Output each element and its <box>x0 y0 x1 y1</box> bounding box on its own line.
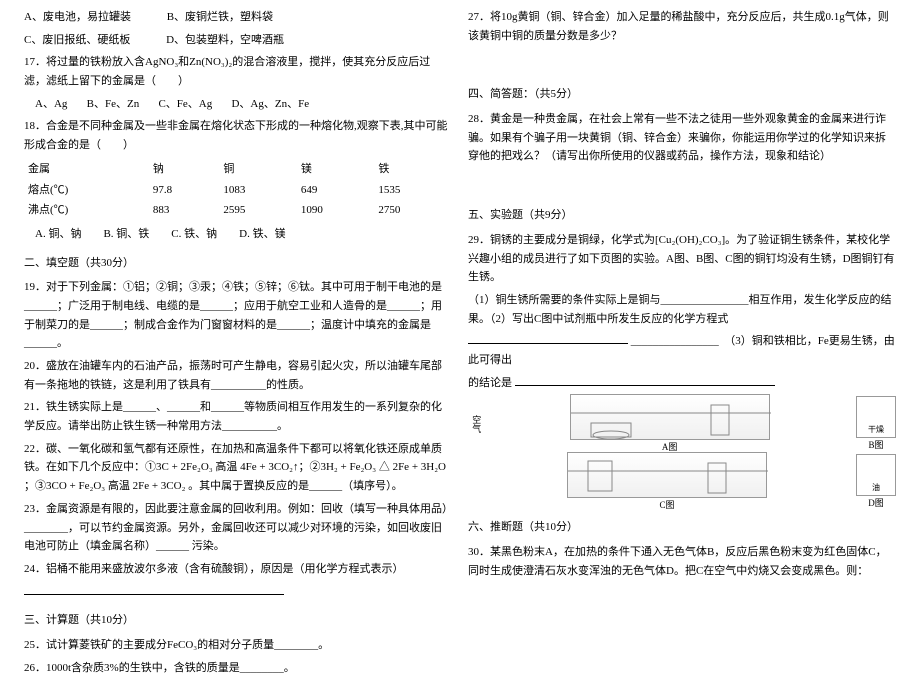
mp-fe: 1535 <box>374 180 452 201</box>
bp-cu: 2595 <box>219 200 297 221</box>
section-5-title: 五、实验题（共9分） <box>468 206 896 225</box>
q20-text: 20．盛放在油罐车内的石油产品，振荡时可产生静电，容易引起火灾，所以油罐车尾部有… <box>24 357 452 394</box>
q29-blank-line: ________________ （3）铜和铁相比，Fe更易生锈，由此可得出 <box>468 332 896 369</box>
bp-na: 883 <box>149 200 219 221</box>
section-6-title: 六、推断题（共10分） <box>468 518 896 537</box>
apparatus-a <box>570 394 770 440</box>
bp-mg: 1090 <box>297 200 375 221</box>
q24-text: 24．铝桶不能用来盛放波尔多液（含有硫酸铜），原因是（用化学方程式表示） <box>24 560 452 579</box>
d-label: D图 <box>868 496 884 511</box>
dry-label: 干燥 <box>868 423 884 437</box>
q16-opt-a: A、废电池，易拉罐装 <box>24 11 131 23</box>
q18-opt-d: D. 铁、镁 <box>239 228 285 240</box>
apparatus-a-svg <box>571 395 771 441</box>
oil-label: 油 <box>872 481 880 495</box>
q17-opt-a: A、Ag <box>35 98 67 110</box>
q17-text: 17．将过量的铁粉放入含AgNO₃和Zn(NO₃)₂的混合溶液里，搅拌，使其充分… <box>24 53 452 90</box>
right-column: 27．将10g黄铜（铜、锌合金）加入足量的稀盐酸中，充分反应后，共生成0.1g气… <box>460 8 904 643</box>
c-label: C图 <box>659 498 674 513</box>
th-na: 钠 <box>149 159 219 180</box>
diagram-row-1: 空气 A图 干燥 B图 <box>468 398 896 450</box>
q16-opt-c: C、废旧报纸、硬纸板 <box>24 34 130 46</box>
q22-text: 22．碳、一氧化碳和氢气都有还原性，在加热和高温条件下都可以将氧化铁还原成单质铁… <box>24 440 452 496</box>
q29-conclusion: 的结论是 <box>468 374 896 393</box>
q29-part1: （1）铜生锈所需要的条件实际上是铜与________________相互作用，发… <box>468 291 896 328</box>
experiment-diagram: 空气 A图 干燥 B图 <box>468 398 896 508</box>
q16-opt-d: D、包装塑料，空啤酒瓶 <box>166 34 284 46</box>
q18-opt-b: B. 铜、铁 <box>103 228 149 240</box>
th-metal: 金属 <box>24 159 149 180</box>
mp-mg: 649 <box>297 180 375 201</box>
q18-options: A. 铜、钠 B. 铜、铁 C. 铁、钠 D. 铁、镁 <box>24 225 452 244</box>
section-2-title: 二、填空题（共30分） <box>24 254 452 273</box>
q18-opt-a: A. 铜、钠 <box>35 228 81 240</box>
mp-cu: 1083 <box>219 180 297 201</box>
bp-label: 沸点(℃) <box>24 200 149 221</box>
q29-text: 29．铜锈的主要成分是铜绿，化学式为[Cu₂(OH)₂CO₃]。为了验证铜生锈条… <box>468 231 896 287</box>
q21-text: 21．铁生锈实际上是______、______和______等物质间相互作用发生… <box>24 398 452 435</box>
q25-text: 25．试计算菱铁矿的主要成分FeCO₃的相对分子质量________。 <box>24 636 452 655</box>
q16-options-row2: C、废旧报纸、硬纸板 D、包装塑料，空啤酒瓶 <box>24 31 452 50</box>
q28-text: 28．黄金是一种贵金属，在社会上常有一些不法之徒用一些外观象黄金的金属来进行诈骗… <box>468 110 896 166</box>
th-mg: 镁 <box>297 159 375 180</box>
b-label: B图 <box>868 438 883 453</box>
q17-opt-d: D、Ag、Zn、Fe <box>231 98 309 110</box>
q17-options: A、Ag B、Fe、Zn C、Fe、Ag D、Ag、Zn、Fe <box>24 95 452 114</box>
q30-text: 30．某黑色粉末A，在加热的条件下通入无色气体B，反应后黑色粉末变为红色固体C，… <box>468 543 896 580</box>
q16-options-row1: A、废电池，易拉罐装 B、废铜烂铁，塑料袋 <box>24 8 452 27</box>
bp-fe: 2750 <box>374 200 452 221</box>
q26-text: 26．1000t含杂质3%的生铁中，含铁的质量是________。 <box>24 659 452 677</box>
q16-opt-b: B、废铜烂铁，塑料袋 <box>167 11 273 23</box>
th-fe: 铁 <box>374 159 452 180</box>
section-4-title: 四、简答题：（共5分） <box>468 85 896 104</box>
q27-text: 27．将10g黄铜（铜、锌合金）加入足量的稀盐酸中，充分反应后，共生成0.1g气… <box>468 8 896 45</box>
apparatus-c <box>567 452 767 498</box>
air-label: 空气 <box>468 415 483 433</box>
q17-opt-b: B、Fe、Zn <box>87 98 140 110</box>
q29-conclusion-label: 的结论是 <box>468 377 512 389</box>
left-column: A、废电池，易拉罐装 B、废铜烂铁，塑料袋 C、废旧报纸、硬纸板 D、包装塑料，… <box>16 8 460 643</box>
mp-label: 熔点(℃) <box>24 180 149 201</box>
tube-b: 干燥 <box>856 396 896 438</box>
section-3-title: 三、计算题（共10分） <box>24 611 452 630</box>
q19-text: 19．对于下列金属：①铝；②铜；③汞；④铁；⑤锌；⑥钛。其中可用于制干电池的是_… <box>24 278 452 353</box>
mp-na: 97.8 <box>149 180 219 201</box>
q17-opt-c: C、Fe、Ag <box>158 98 212 110</box>
q23-text: 23．金属资源是有限的，因此要注意金属的回收利用。例如：回收（填写一种具体用品）… <box>24 500 452 556</box>
q18-opt-c: C. 铁、钠 <box>171 228 217 240</box>
q18-text: 18．合金是不同种金属及一些非金属在熔化状态下形成的一种熔化物,观察下表,其中可… <box>24 117 452 154</box>
q24-blank <box>24 583 452 602</box>
metals-table: 金属 钠 铜 镁 铁 熔点(℃) 97.8 1083 649 1535 沸点(℃… <box>24 159 452 221</box>
th-cu: 铜 <box>219 159 297 180</box>
apparatus-c-svg <box>568 453 768 499</box>
tube-d: 油 <box>856 454 896 496</box>
diagram-row-2: C图 油 D图 <box>468 456 896 508</box>
